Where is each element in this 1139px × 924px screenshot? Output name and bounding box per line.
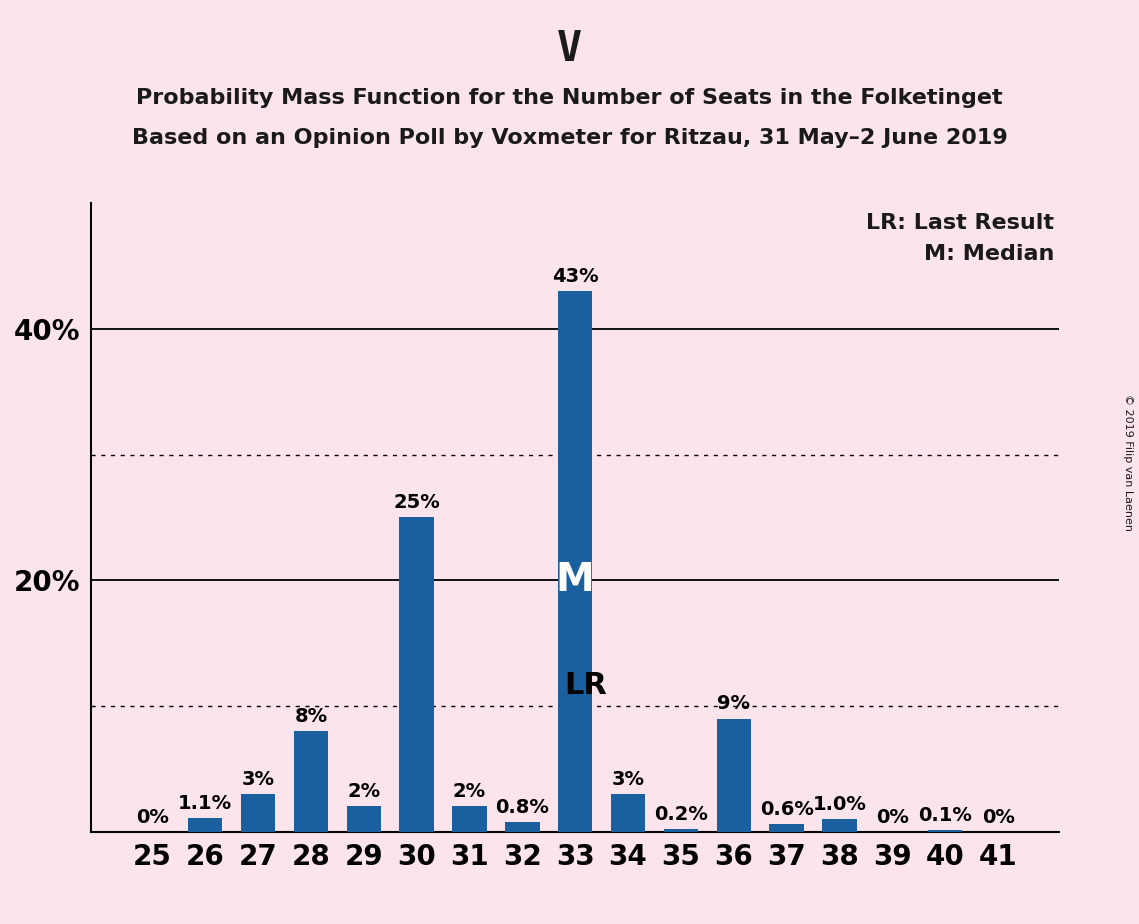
Text: © 2019 Filip van Laenen: © 2019 Filip van Laenen bbox=[1123, 394, 1133, 530]
Bar bbox=[452, 807, 486, 832]
Bar bbox=[346, 807, 380, 832]
Text: 43%: 43% bbox=[552, 267, 598, 286]
Text: 0%: 0% bbox=[982, 808, 1015, 827]
Text: 1.0%: 1.0% bbox=[812, 795, 867, 814]
Bar bbox=[770, 824, 804, 832]
Text: 2%: 2% bbox=[347, 783, 380, 801]
Text: 0.6%: 0.6% bbox=[760, 800, 813, 819]
Text: 2%: 2% bbox=[453, 783, 486, 801]
Bar bbox=[506, 821, 540, 832]
Bar bbox=[928, 831, 962, 832]
Text: 8%: 8% bbox=[294, 707, 327, 726]
Bar bbox=[558, 291, 592, 832]
Text: 3%: 3% bbox=[241, 770, 274, 789]
Text: Based on an Opinion Poll by Voxmeter for Ritzau, 31 May–2 June 2019: Based on an Opinion Poll by Voxmeter for… bbox=[132, 128, 1007, 148]
Text: LR: Last Result: LR: Last Result bbox=[867, 213, 1055, 233]
Bar bbox=[716, 719, 751, 832]
Text: 9%: 9% bbox=[718, 695, 751, 713]
Text: 25%: 25% bbox=[393, 493, 440, 513]
Text: 0%: 0% bbox=[136, 808, 169, 827]
Text: M: M bbox=[556, 561, 595, 600]
Bar bbox=[294, 731, 328, 832]
Bar bbox=[822, 819, 857, 832]
Text: 1.1%: 1.1% bbox=[178, 794, 232, 813]
Bar bbox=[188, 818, 222, 832]
Text: 0.8%: 0.8% bbox=[495, 797, 549, 817]
Text: Probability Mass Function for the Number of Seats in the Folketinget: Probability Mass Function for the Number… bbox=[137, 88, 1002, 108]
Text: 0.1%: 0.1% bbox=[918, 807, 973, 825]
Text: 3%: 3% bbox=[612, 770, 645, 789]
Bar bbox=[400, 517, 434, 832]
Bar bbox=[664, 829, 698, 832]
Text: LR: LR bbox=[564, 671, 607, 699]
Text: V: V bbox=[557, 28, 582, 69]
Bar bbox=[611, 794, 645, 832]
Bar bbox=[240, 794, 276, 832]
Text: 0.2%: 0.2% bbox=[654, 805, 707, 824]
Text: 0%: 0% bbox=[876, 808, 909, 827]
Text: M: Median: M: Median bbox=[924, 244, 1055, 264]
